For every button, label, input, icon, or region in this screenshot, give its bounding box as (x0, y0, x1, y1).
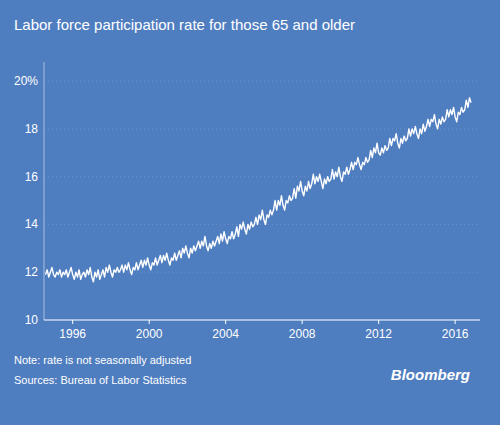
x-tick (378, 320, 379, 324)
y-tick-label: 18 (25, 122, 39, 136)
note: Note: rate is not seasonally adjusted (14, 354, 191, 366)
x-tick (149, 320, 150, 324)
y-tick-label: 20% (14, 74, 38, 88)
background (0, 0, 500, 425)
x-tick-label: 1996 (59, 327, 86, 341)
x-tick (72, 320, 73, 324)
brand: Bloomberg (391, 366, 470, 383)
source: Sources: Bureau of Labor Statistics (14, 374, 187, 386)
y-tick-label: 14 (25, 217, 39, 231)
grid-line (44, 320, 480, 321)
y-axis-line (44, 62, 45, 320)
grid-line (44, 272, 480, 273)
grid-line (44, 176, 480, 177)
title: Labor force participation rate for those… (14, 16, 355, 33)
plot-area (46, 98, 471, 282)
x-axis-line (44, 320, 480, 321)
y-tick-label: 16 (25, 170, 39, 184)
x-tick-label: 2008 (289, 327, 316, 341)
y-tick-label: 12 (25, 265, 39, 279)
line (46, 98, 471, 282)
x-tick (225, 320, 226, 324)
grid-line (44, 81, 480, 82)
grid-line (44, 224, 480, 225)
y-tick-label: 10 (25, 313, 39, 327)
x-tick (302, 320, 303, 324)
x-tick-label: 2012 (365, 327, 392, 341)
x-tick-label: 2000 (136, 327, 163, 341)
chart: Labor force participation rate for those… (0, 0, 500, 425)
x-tick-label: 2004 (212, 327, 239, 341)
x-tick (455, 320, 456, 324)
y-grid (44, 81, 480, 320)
x-tick-label: 2016 (442, 327, 469, 341)
